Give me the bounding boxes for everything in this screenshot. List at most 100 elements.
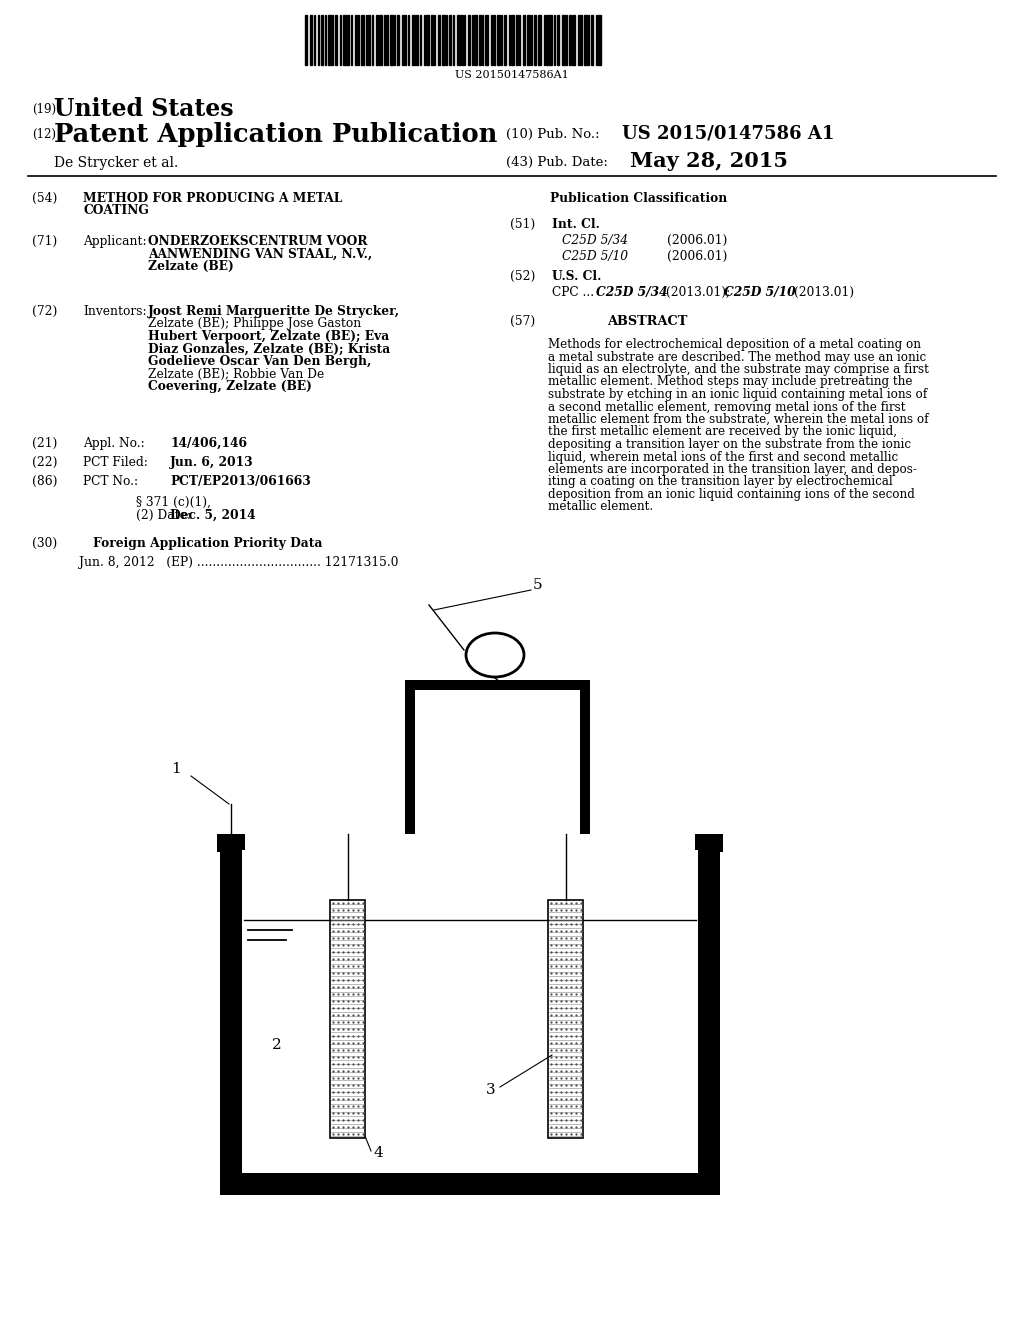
Text: metallic element. Method steps may include pretreating the: metallic element. Method steps may inclu… (548, 375, 912, 388)
Text: PCT No.:: PCT No.: (83, 475, 138, 488)
Bar (557, 15, 559, 65)
Text: 1: 1 (171, 762, 181, 776)
Bar (355, 15, 357, 65)
Text: De Strycker et al.: De Strycker et al. (54, 156, 178, 170)
Bar (406, 680, 415, 834)
Text: Zelzate (BE); Philippe Jose Gaston: Zelzate (BE); Philippe Jose Gaston (148, 318, 361, 330)
Bar (479, 15, 481, 65)
Text: liquid, wherein metal ions of the first and second metallic: liquid, wherein metal ions of the first … (548, 450, 898, 463)
Bar (527, 15, 530, 65)
Bar (538, 15, 541, 65)
Text: metallic element from the substrate, wherein the metal ions of: metallic element from the substrate, whe… (548, 413, 929, 426)
Text: Zelzate (BE); Robbie Van De: Zelzate (BE); Robbie Van De (148, 367, 325, 380)
Bar (548, 900, 583, 1138)
Bar (598, 15, 601, 65)
Bar (415, 690, 580, 834)
Text: Applicant:: Applicant: (83, 235, 146, 248)
Text: (2006.01): (2006.01) (667, 234, 727, 247)
Text: Jun. 6, 2013: Jun. 6, 2013 (170, 455, 254, 469)
Text: (52): (52) (510, 271, 536, 282)
Bar (328, 15, 331, 65)
Text: ONDERZOEKSCENTRUM VOOR: ONDERZOEKSCENTRUM VOOR (148, 235, 368, 248)
Text: (2) Date:: (2) Date: (136, 508, 191, 521)
Text: (2013.01): (2013.01) (790, 286, 854, 300)
Text: Dec. 5, 2014: Dec. 5, 2014 (170, 508, 256, 521)
Text: Jun. 8, 2012   (EP) ................................ 12171315.0: Jun. 8, 2012 (EP) ......................… (79, 556, 398, 569)
Bar (310, 15, 312, 65)
Bar (457, 15, 460, 65)
Bar (361, 15, 364, 65)
Text: (43) Pub. Date:: (43) Pub. Date: (506, 156, 608, 169)
Bar (330, 900, 365, 1138)
Text: depositing a transition layer on the substrate from the ionic: depositing a transition layer on the sub… (548, 438, 911, 451)
Bar (562, 15, 565, 65)
Bar (412, 15, 415, 65)
Bar (431, 15, 433, 65)
Text: a second metallic element, removing metal ions of the first: a second metallic element, removing meta… (548, 400, 905, 413)
Bar (397, 15, 399, 65)
Text: PCT Filed:: PCT Filed: (83, 455, 147, 469)
Bar (368, 15, 370, 65)
Bar (584, 15, 587, 65)
Text: Joost Remi Margueritte De Strycker,: Joost Remi Margueritte De Strycker, (148, 305, 400, 318)
Text: a metal substrate are described. The method may use an ionic: a metal substrate are described. The met… (548, 351, 926, 363)
Text: Inventors:: Inventors: (83, 305, 146, 318)
Text: Int. Cl.: Int. Cl. (552, 218, 600, 231)
Bar (695, 834, 723, 851)
Bar (580, 15, 582, 65)
Text: Coevering, Zelzate (BE): Coevering, Zelzate (BE) (148, 380, 312, 393)
Bar (426, 15, 429, 65)
Text: C25D 5/10: C25D 5/10 (562, 249, 628, 263)
Text: metallic element.: metallic element. (548, 500, 653, 513)
Text: Patent Application Publication: Patent Application Publication (54, 121, 498, 147)
Text: C25D 5/34: C25D 5/34 (596, 286, 668, 300)
Text: liquid as an electrolyte, and the substrate may comprise a first: liquid as an electrolyte, and the substr… (548, 363, 929, 376)
Text: PCT/EP2013/061663: PCT/EP2013/061663 (170, 475, 310, 488)
Text: Appl. No.:: Appl. No.: (83, 437, 144, 450)
Bar (376, 15, 378, 65)
Bar (474, 15, 477, 65)
Text: (57): (57) (510, 315, 536, 327)
Text: US 2015/0147586 A1: US 2015/0147586 A1 (622, 124, 835, 143)
Text: ABSTRACT: ABSTRACT (607, 315, 687, 327)
Bar (242, 850, 698, 1173)
Bar (698, 850, 720, 1195)
Text: (71): (71) (32, 235, 57, 248)
Text: METHOD FOR PRODUCING A METAL: METHOD FOR PRODUCING A METAL (83, 191, 342, 205)
Bar (549, 15, 552, 65)
Text: substrate by etching in an ionic liquid containing metal ions of: substrate by etching in an ionic liquid … (548, 388, 928, 401)
Bar (335, 15, 337, 65)
Bar (485, 15, 488, 65)
Text: AANWENDING VAN STAAL, N.V.,: AANWENDING VAN STAAL, N.V., (148, 248, 373, 260)
Text: Zelzate (BE): Zelzate (BE) (148, 260, 233, 273)
Bar (504, 15, 506, 65)
Text: (12): (12) (32, 128, 56, 141)
Bar (511, 15, 514, 65)
Bar (321, 15, 323, 65)
Text: Foreign Application Priority Data: Foreign Application Priority Data (93, 537, 323, 550)
Bar (217, 834, 245, 851)
Bar (220, 850, 242, 1195)
Bar (534, 15, 536, 65)
Bar (468, 15, 470, 65)
Bar (546, 15, 548, 65)
Bar (220, 1173, 720, 1195)
Bar (569, 15, 571, 65)
Bar (523, 15, 525, 65)
Text: CPC ...: CPC ... (552, 286, 598, 300)
Bar (386, 15, 388, 65)
Text: (2006.01): (2006.01) (667, 249, 727, 263)
Bar (516, 15, 518, 65)
Text: (51): (51) (510, 218, 536, 231)
Text: 5: 5 (534, 578, 543, 591)
Bar (305, 15, 307, 65)
Text: 4: 4 (373, 1146, 383, 1160)
Bar (416, 15, 418, 65)
Bar (591, 15, 593, 65)
Text: Godelieve Oscar Van Den Bergh,: Godelieve Oscar Van Den Bergh, (148, 355, 372, 368)
Text: 14/406,146: 14/406,146 (170, 437, 247, 450)
Bar (379, 15, 382, 65)
Ellipse shape (466, 634, 524, 677)
Text: U.S. Cl.: U.S. Cl. (552, 271, 601, 282)
Text: Hubert Verpoort, Zelzate (BE); Eva: Hubert Verpoort, Zelzate (BE); Eva (148, 330, 389, 343)
